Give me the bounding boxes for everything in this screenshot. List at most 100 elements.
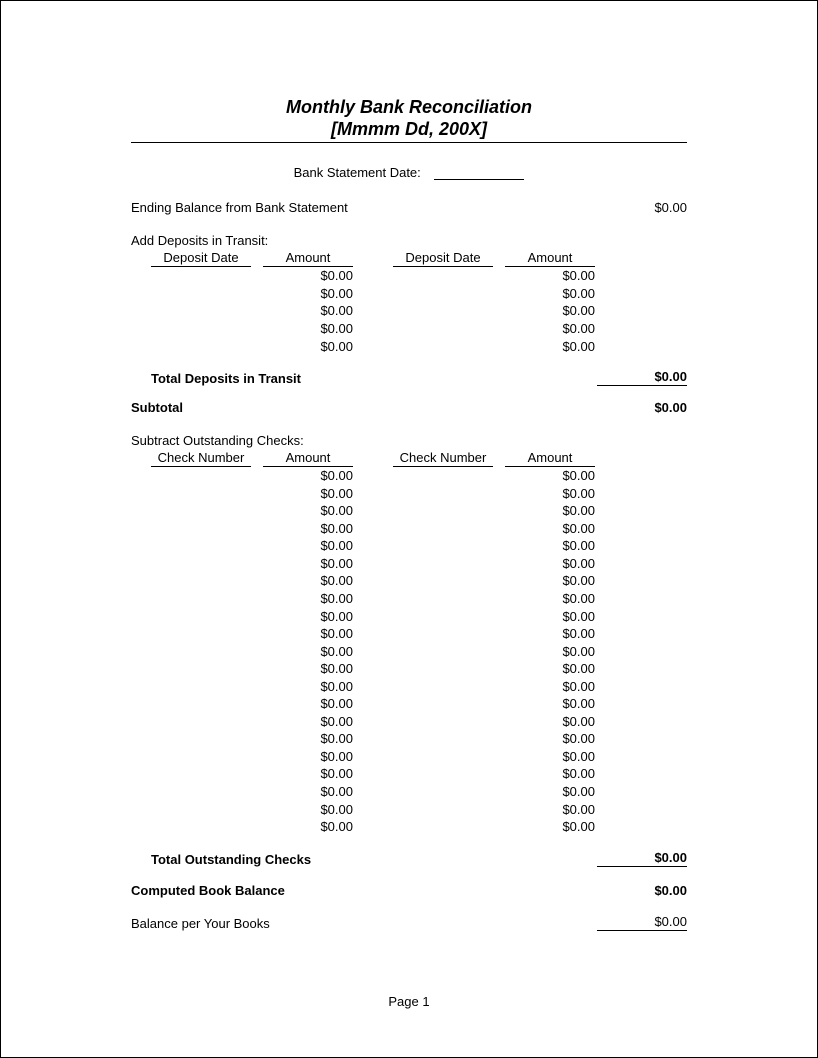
check-amount: $0.00 — [505, 748, 595, 766]
deposit-amount: $0.00 — [505, 285, 595, 303]
check-key — [393, 502, 493, 520]
subtotal-label: Subtotal — [131, 400, 597, 415]
deposit-row: $0.00$0.00 — [151, 302, 687, 320]
computed-value: $0.00 — [597, 883, 687, 898]
deposit-key — [393, 338, 493, 356]
check-amount: $0.00 — [263, 765, 353, 783]
check-amount: $0.00 — [505, 485, 595, 503]
check-cell: $0.00 — [151, 608, 353, 626]
deposit-key — [151, 267, 251, 285]
check-cell: $0.00 — [393, 765, 595, 783]
check-cell: $0.00 — [393, 818, 595, 836]
check-cell: $0.00 — [393, 643, 595, 661]
check-key — [151, 590, 251, 608]
check-key — [393, 730, 493, 748]
deposit-key — [151, 338, 251, 356]
check-amount: $0.00 — [263, 485, 353, 503]
check-cell: $0.00 — [151, 678, 353, 696]
check-key — [151, 520, 251, 538]
check-amount: $0.00 — [505, 555, 595, 573]
check-row: $0.00$0.00 — [151, 520, 687, 538]
check-cell: $0.00 — [393, 730, 595, 748]
check-key — [151, 643, 251, 661]
deposit-cell: $0.00 — [151, 302, 353, 320]
check-amount: $0.00 — [263, 713, 353, 731]
deposit-key — [393, 267, 493, 285]
check-row: $0.00 $0.00 — [151, 748, 687, 766]
check-key — [393, 713, 493, 731]
check-cell: $0.00 — [393, 485, 595, 503]
check-amount: $0.00 — [505, 818, 595, 836]
check-key — [393, 590, 493, 608]
check-cell: $0.00 — [151, 765, 353, 783]
check-key — [151, 660, 251, 678]
deposit-row: $0.00$0.00 — [151, 320, 687, 338]
check-number-header-left: Check Number — [151, 450, 251, 467]
check-key — [393, 572, 493, 590]
check-amount: $0.00 — [263, 625, 353, 643]
statement-date-label: Bank Statement Date: — [294, 165, 421, 180]
check-amount: $0.00 — [505, 765, 595, 783]
check-row: $0.00$0.00 — [151, 818, 687, 836]
deposit-amount: $0.00 — [263, 302, 353, 320]
check-amount: $0.00 — [505, 520, 595, 538]
check-key — [151, 818, 251, 836]
check-amount: $0.00 — [263, 678, 353, 696]
deposit-date-header-right: Deposit Date — [393, 250, 493, 267]
deposit-amount: $0.00 — [263, 320, 353, 338]
check-key — [151, 502, 251, 520]
deposit-date-header-left: Deposit Date — [151, 250, 251, 267]
check-key — [393, 608, 493, 626]
check-cell: $0.00 — [393, 608, 595, 626]
check-amount: $0.00 — [505, 467, 595, 485]
check-cell: $0.00 — [151, 555, 353, 573]
check-amount: $0.00 — [505, 572, 595, 590]
computed-label: Computed Book Balance — [131, 883, 597, 898]
deposit-cell: $0.00 — [151, 338, 353, 356]
check-key — [393, 520, 493, 538]
check-cell: $0.00 — [151, 730, 353, 748]
deposits-col-left-head: Deposit Date Amount — [151, 250, 353, 267]
check-cell: $0.00 — [393, 537, 595, 555]
check-amount: $0.00 — [263, 801, 353, 819]
check-cell: $0.00 — [151, 572, 353, 590]
deposit-key — [151, 320, 251, 338]
check-amount-header-left: Amount — [263, 450, 353, 467]
check-key — [151, 748, 251, 766]
check-row: $0.00 $0.00 — [151, 801, 687, 819]
check-row: $0.00$0.00 — [151, 590, 687, 608]
check-cell: $0.00 — [393, 678, 595, 696]
check-amount: $0.00 — [505, 801, 595, 819]
check-amount: $0.00 — [505, 608, 595, 626]
checks-col-left-head: Check Number Amount — [151, 450, 353, 467]
check-amount: $0.00 — [263, 608, 353, 626]
deposits-col-right-head: Deposit Date Amount — [393, 250, 595, 267]
check-amount: $0.00 — [263, 555, 353, 573]
subtotal-value: $0.00 — [597, 400, 687, 415]
check-key — [393, 783, 493, 801]
check-key — [151, 713, 251, 731]
check-row: $0.00 $0.00 — [151, 730, 687, 748]
check-cell: $0.00 — [151, 801, 353, 819]
doc-title: Monthly Bank Reconciliation — [61, 96, 757, 119]
check-cell: $0.00 — [151, 695, 353, 713]
statement-date-row: Bank Statement Date: — [131, 165, 687, 180]
check-key — [151, 678, 251, 696]
check-key — [393, 467, 493, 485]
check-cell: $0.00 — [393, 801, 595, 819]
check-amount: $0.00 — [263, 695, 353, 713]
check-amount: $0.00 — [263, 783, 353, 801]
deposit-amount: $0.00 — [263, 285, 353, 303]
check-cell: $0.00 — [151, 748, 353, 766]
ending-balance-label: Ending Balance from Bank Statement — [131, 200, 597, 215]
check-cell: $0.00 — [393, 748, 595, 766]
check-key — [393, 765, 493, 783]
check-key — [151, 608, 251, 626]
deposit-key — [393, 320, 493, 338]
check-key — [393, 485, 493, 503]
check-cell: $0.00 — [393, 625, 595, 643]
checks-total-value: $0.00 — [597, 850, 687, 867]
check-cell: $0.00 — [393, 695, 595, 713]
deposit-cell: $0.00 — [151, 285, 353, 303]
computed-row: Computed Book Balance $0.00 — [131, 883, 687, 898]
